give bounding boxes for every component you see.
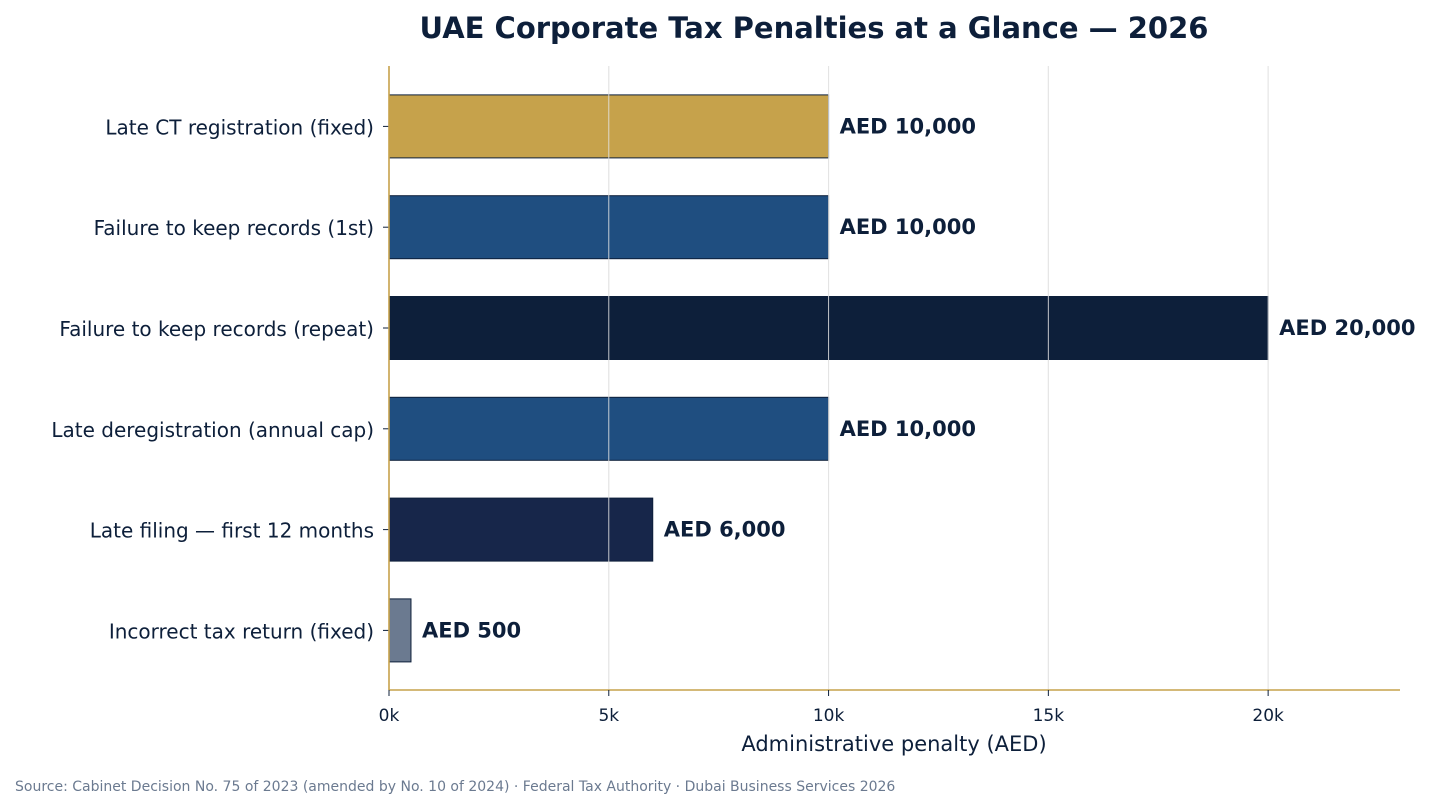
data-label: AED 10,000 (840, 114, 976, 138)
x-tick-label: 20k (1252, 706, 1284, 726)
x-tick-label: 5k (598, 706, 619, 726)
gridlines (608, 66, 1269, 690)
x-tick-label: 0k (379, 706, 400, 726)
y-tick-label: Failure to keep records (1st) (94, 216, 374, 240)
bar (388, 598, 412, 663)
y-tick-label: Late filing — first 12 months (90, 519, 374, 543)
data-label: AED 20,000 (1279, 316, 1415, 340)
y-tick-label: Late CT registration (fixed) (105, 115, 374, 139)
data-label: AED 10,000 (840, 417, 976, 441)
chart-title: UAE Corporate Tax Penalties at a Glance … (420, 11, 1209, 45)
x-tick-label: 10k (813, 706, 845, 726)
y-tick-label: Failure to keep records (repeat) (59, 317, 374, 341)
x-axis-label: Administrative penalty (AED) (741, 732, 1046, 756)
bar (388, 497, 654, 562)
data-label: AED 500 (422, 618, 521, 642)
x-tick-label: 15k (1033, 706, 1065, 726)
bars: AED 10,000 AED 10,000 AED 20,000 AED 10,000… (388, 66, 1416, 690)
source-note: Source: Cabinet Decision No. 75 of 2023 … (15, 779, 896, 795)
data-label: AED 6,000 (664, 518, 786, 542)
data-label: AED 10,000 (840, 215, 976, 239)
y-tick-label: Late deregistration (annual cap) (51, 418, 374, 442)
axes: Late CT registration (fixed) Failure to k… (51, 66, 1400, 726)
y-tick-label: Incorrect tax return (fixed) (109, 619, 374, 643)
